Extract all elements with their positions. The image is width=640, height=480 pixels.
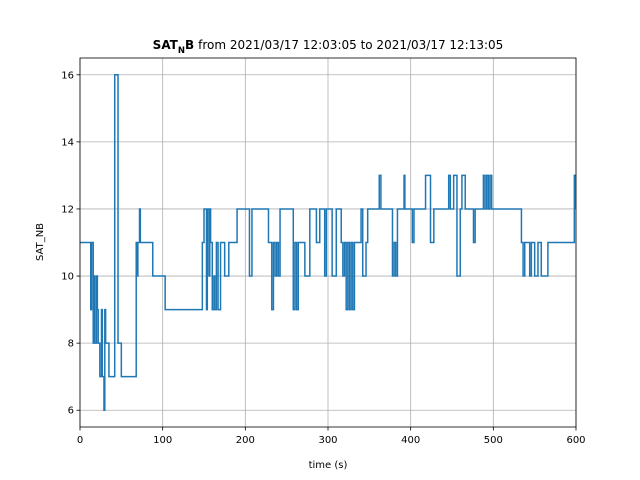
title-bold: SAT xyxy=(153,38,179,52)
y-tick-label: 16 xyxy=(61,70,74,81)
plot-frame xyxy=(79,57,577,428)
x-tick-label: 400 xyxy=(401,435,420,446)
x-tick-label: 0 xyxy=(77,435,83,446)
x-tick-label: 200 xyxy=(236,435,255,446)
x-tick-label: 500 xyxy=(484,435,503,446)
y-tick-label: 10 xyxy=(61,272,74,283)
y-tick-label: 12 xyxy=(61,204,74,215)
title-subscript: N xyxy=(178,46,185,56)
x-tick-label: 300 xyxy=(318,435,337,446)
y-axis-label: SAT_NB xyxy=(35,223,46,261)
series-line xyxy=(80,74,576,411)
y-tick-label: 14 xyxy=(61,137,74,148)
x-tick-label: 100 xyxy=(153,435,172,446)
chart-title: SATNB from 2021/03/17 12:03:05 to 2021/03… xyxy=(153,38,504,56)
y-tick-label: 8 xyxy=(68,339,74,350)
title-text: from 2021/03/17 12:03:05 to 2021/03/17 1… xyxy=(198,38,503,52)
title-bold-after: B xyxy=(185,38,194,52)
y-tick-label: 6 xyxy=(68,406,74,417)
x-axis-label: time (s) xyxy=(309,460,348,471)
x-tick-label: 600 xyxy=(566,435,585,446)
